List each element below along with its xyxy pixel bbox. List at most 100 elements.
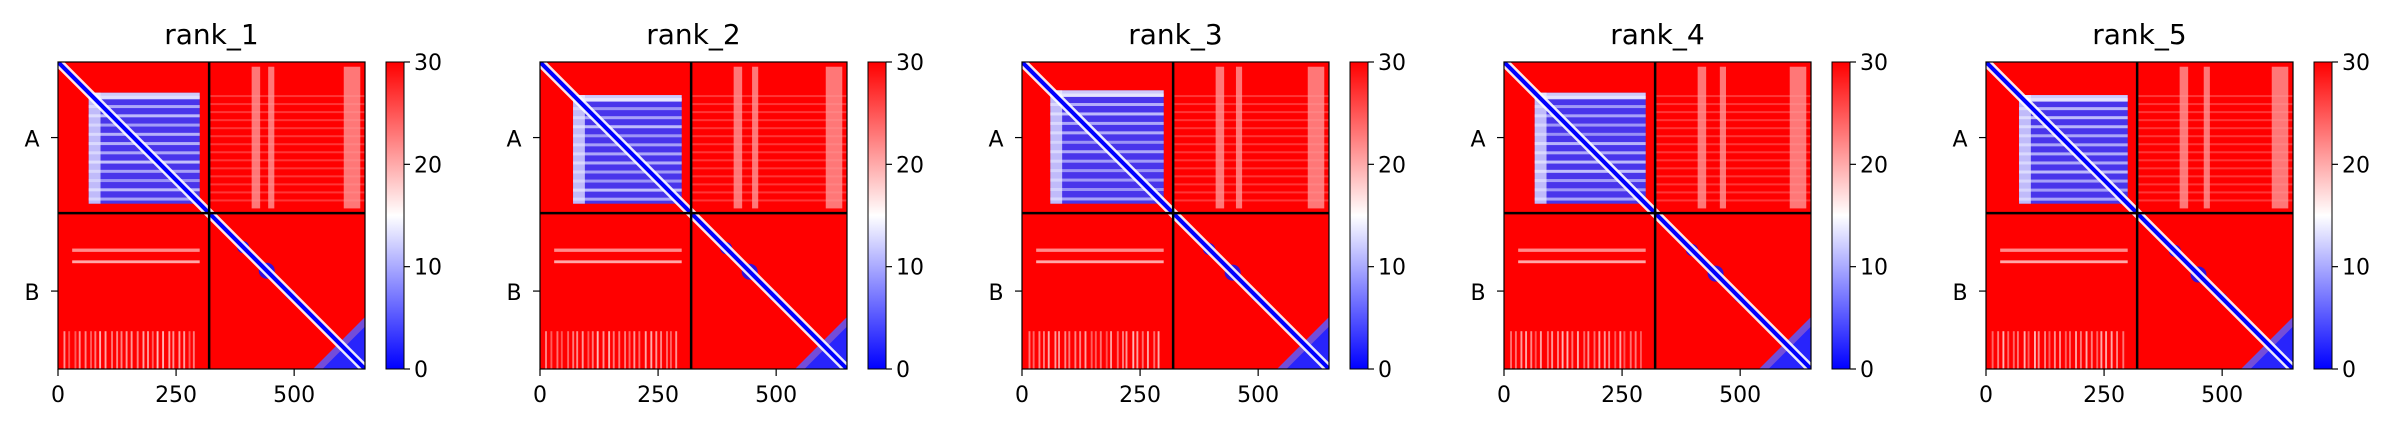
chain-a-stripe: [88, 105, 200, 109]
colorbar-tick-label: 10: [414, 256, 442, 281]
colorbar-tick-label: 0: [1860, 358, 1874, 383]
chain-a-stripe: [573, 197, 682, 201]
chain-label-b: B: [1470, 281, 1485, 306]
lower-left-streak: [90, 331, 92, 369]
lower-left-streak: [1997, 331, 2000, 369]
lower-left-streak: [2064, 331, 2067, 369]
lower-left-streak: [1122, 331, 1124, 369]
chain-label-a: A: [988, 128, 1003, 153]
lower-left-streak: [1583, 331, 1586, 369]
colorbar-tick-label: 30: [896, 51, 924, 76]
lower-left-streak: [1561, 331, 1564, 369]
chain-a-stripe: [88, 197, 200, 201]
chain-a-stripe: [1534, 132, 1646, 136]
lower-left-streak: [650, 331, 653, 369]
chain-a-stripe: [1534, 188, 1646, 192]
chain-a-edge-column: [88, 92, 101, 204]
lower-left-streak: [545, 331, 547, 369]
lower-left-streak: [560, 331, 563, 369]
chain-a-stripe: [88, 188, 200, 192]
lower-left-streak: [183, 331, 186, 369]
inter-chain-band: [2203, 66, 2210, 209]
colorbar-tick-label: 20: [1378, 153, 1406, 178]
inter-chain-texture: [209, 183, 365, 186]
inter-chain-texture: [691, 111, 847, 114]
lower-left-streak: [660, 331, 663, 369]
chain-label-b: B: [506, 281, 521, 306]
chain-a-stripe: [573, 134, 682, 138]
lower-left-streak: [644, 331, 647, 369]
inter-chain-texture: [1655, 159, 1811, 162]
inter-chain-texture: [1173, 159, 1329, 162]
inter-chain-texture: [1173, 143, 1329, 146]
colorbar-tick-label: 30: [1860, 51, 1888, 76]
inter-chain-texture: [2137, 199, 2293, 202]
lower-left-streak: [94, 331, 97, 369]
lower-left-streak: [1530, 331, 1533, 369]
inter-chain-texture: [2137, 151, 2293, 154]
heatmap-frame: [1985, 61, 2294, 370]
inter-chain-band: [268, 66, 275, 209]
lower-left-streak: [2079, 331, 2082, 369]
lower-left-streak: [2100, 331, 2103, 369]
x-tick-label: 0: [1979, 383, 1993, 408]
heatmap-frame: [539, 61, 848, 370]
x-tick-label: 500: [755, 383, 797, 408]
x-tick-label: 500: [2201, 383, 2243, 408]
chain-a-edge-row: [2019, 95, 2128, 102]
lower-left-streak: [151, 331, 154, 369]
lower-left-streak: [633, 331, 636, 369]
inter-chain-texture: [1173, 127, 1329, 130]
inter-chain-texture: [1655, 191, 1811, 194]
inter-chain-texture: [1655, 127, 1811, 130]
colorbar-tick-label: 20: [1860, 153, 1888, 178]
diagonal: [1022, 62, 1329, 369]
lower-left-streak: [581, 331, 584, 369]
lower-left-streak: [638, 331, 641, 369]
inter-chain-band: [2179, 66, 2189, 209]
lower-left-streak: [669, 331, 672, 369]
lower-left-streak: [156, 331, 159, 369]
inter-chain-texture: [2137, 103, 2293, 106]
inter-chain-texture: [691, 151, 847, 154]
lower-left-streak: [2105, 331, 2108, 369]
x-tick-label: 250: [1119, 383, 1161, 408]
inter-chain-texture: [1655, 95, 1811, 98]
chain-a-stripe: [1534, 114, 1646, 118]
lower-left-streak: [666, 331, 668, 369]
inter-chain-band: [1307, 66, 1325, 209]
lower-left-streak: [63, 331, 66, 369]
inter-chain-texture: [1173, 119, 1329, 122]
inter-chain-texture: [209, 151, 365, 154]
lower-left-stripe: [554, 248, 682, 252]
lower-left-streak: [142, 331, 145, 369]
inter-chain-texture: [1173, 95, 1329, 98]
chain-a-stripe: [1534, 160, 1646, 164]
lower-left-streak: [2059, 331, 2061, 369]
lower-left-streak: [2085, 331, 2088, 369]
lower-left-streak: [2002, 331, 2005, 369]
lower-left-streak: [104, 331, 107, 369]
inter-chain-texture: [1655, 119, 1811, 122]
lower-left-streak: [608, 331, 611, 369]
diagonal: [540, 62, 847, 369]
inter-chain-texture: [209, 95, 365, 98]
lower-left-streak: [1038, 331, 1041, 369]
inter-chain-band: [2271, 66, 2289, 209]
diagonal: [1986, 62, 2293, 369]
inter-chain-texture: [1173, 175, 1329, 178]
chain-label-a: A: [1952, 128, 1967, 153]
inter-chain-texture: [691, 175, 847, 178]
lower-left-streak: [2122, 331, 2125, 369]
inter-chain-texture: [209, 119, 365, 122]
lower-left-streak: [1619, 331, 1622, 369]
lower-left-streak: [188, 331, 191, 369]
inter-chain-texture: [691, 135, 847, 138]
chain-label-a: A: [1470, 128, 1485, 153]
chain-a-stripe: [573, 107, 682, 111]
lower-left-streak: [1566, 331, 1569, 369]
chain-a-edge-row: [573, 95, 682, 102]
lower-left-streak: [1110, 331, 1113, 369]
inter-chain-band: [752, 66, 759, 209]
